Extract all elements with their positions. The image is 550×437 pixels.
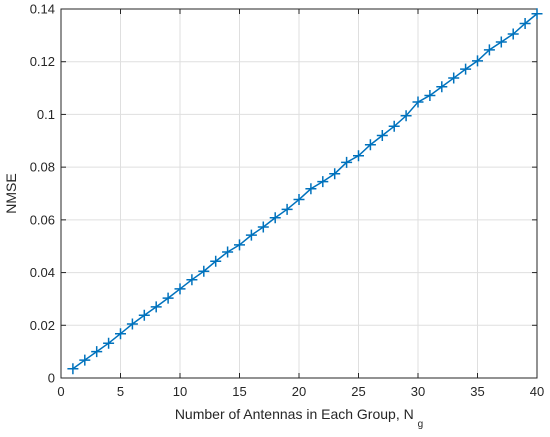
data-point-marker xyxy=(126,318,138,330)
data-point-marker xyxy=(174,283,186,295)
x-tick-label: 5 xyxy=(117,384,124,399)
data-point-marker xyxy=(103,337,115,349)
data-point-marker xyxy=(281,203,293,215)
data-point-marker xyxy=(412,96,424,108)
y-tick-label: 0.04 xyxy=(30,265,55,280)
y-axis-label: NMSE xyxy=(3,173,19,213)
data-point-marker xyxy=(531,8,543,20)
x-tick-label: 40 xyxy=(530,384,544,399)
data-point-marker xyxy=(388,120,400,132)
data-point-marker xyxy=(293,194,305,206)
x-axis-ticks: 0 5 10 15 20 25 30 35 40 xyxy=(57,9,544,399)
x-tick-label: 25 xyxy=(351,384,365,399)
data-point-marker xyxy=(91,346,103,358)
data-point-marker xyxy=(460,63,472,75)
data-point-marker xyxy=(436,81,448,93)
data-point-marker xyxy=(317,176,329,188)
y-tick-label: 0.08 xyxy=(30,160,55,175)
x-tick-label: 10 xyxy=(173,384,187,399)
data-point-marker xyxy=(341,156,353,168)
data-point-marker xyxy=(115,328,126,340)
data-point-marker xyxy=(222,246,234,258)
data-point-marker xyxy=(234,239,245,251)
y-tick-label: 0.06 xyxy=(30,212,55,227)
data-point-marker xyxy=(507,28,519,40)
data-point-marker xyxy=(400,110,412,122)
data-point-marker xyxy=(138,309,150,321)
x-tick-label: 20 xyxy=(292,384,306,399)
y-tick-label: 0.12 xyxy=(30,54,55,69)
x-tick-label: 35 xyxy=(470,384,484,399)
data-point-marker xyxy=(245,229,257,241)
data-point-marker xyxy=(376,130,388,142)
data-point-marker xyxy=(186,274,198,286)
x-tick-label: 15 xyxy=(232,384,246,399)
y-axis-ticks: 0 0.02 0.04 0.06 0.08 0.1 0.12 0.14 xyxy=(30,2,537,386)
data-point-marker xyxy=(424,89,436,101)
y-tick-label: 0.02 xyxy=(30,318,55,333)
data-point-marker xyxy=(448,72,460,84)
y-tick-label: 0.14 xyxy=(30,2,55,17)
data-point-marker xyxy=(150,301,162,313)
data-point-marker xyxy=(79,354,91,366)
data-point-marker xyxy=(483,44,495,56)
data-point-marker xyxy=(472,55,483,67)
data-point-marker xyxy=(198,265,210,277)
data-point-marker xyxy=(495,36,507,48)
data-point-marker xyxy=(329,168,341,180)
data-point-marker xyxy=(257,221,269,233)
x-axis-label-subscript: g xyxy=(418,419,424,430)
x-tick-label: 0 xyxy=(57,384,64,399)
data-point-marker xyxy=(353,150,364,162)
data-point-marker xyxy=(305,183,317,195)
data-point-marker xyxy=(269,212,281,224)
series-line xyxy=(72,13,538,370)
x-axis-label: Number of Antennas in Each Group, N g xyxy=(175,406,423,430)
data-point-marker xyxy=(67,363,79,375)
y-tick-label: 0.1 xyxy=(37,107,55,122)
data-point-marker xyxy=(519,17,531,29)
data-point-marker xyxy=(210,255,222,267)
series-layer xyxy=(67,8,543,375)
x-tick-label: 30 xyxy=(411,384,425,399)
x-axis-label-main: Number of Antennas in Each Group, N xyxy=(175,406,414,422)
data-point-marker xyxy=(162,292,174,304)
data-point-marker xyxy=(364,139,376,151)
y-tick-label: 0 xyxy=(48,371,55,386)
